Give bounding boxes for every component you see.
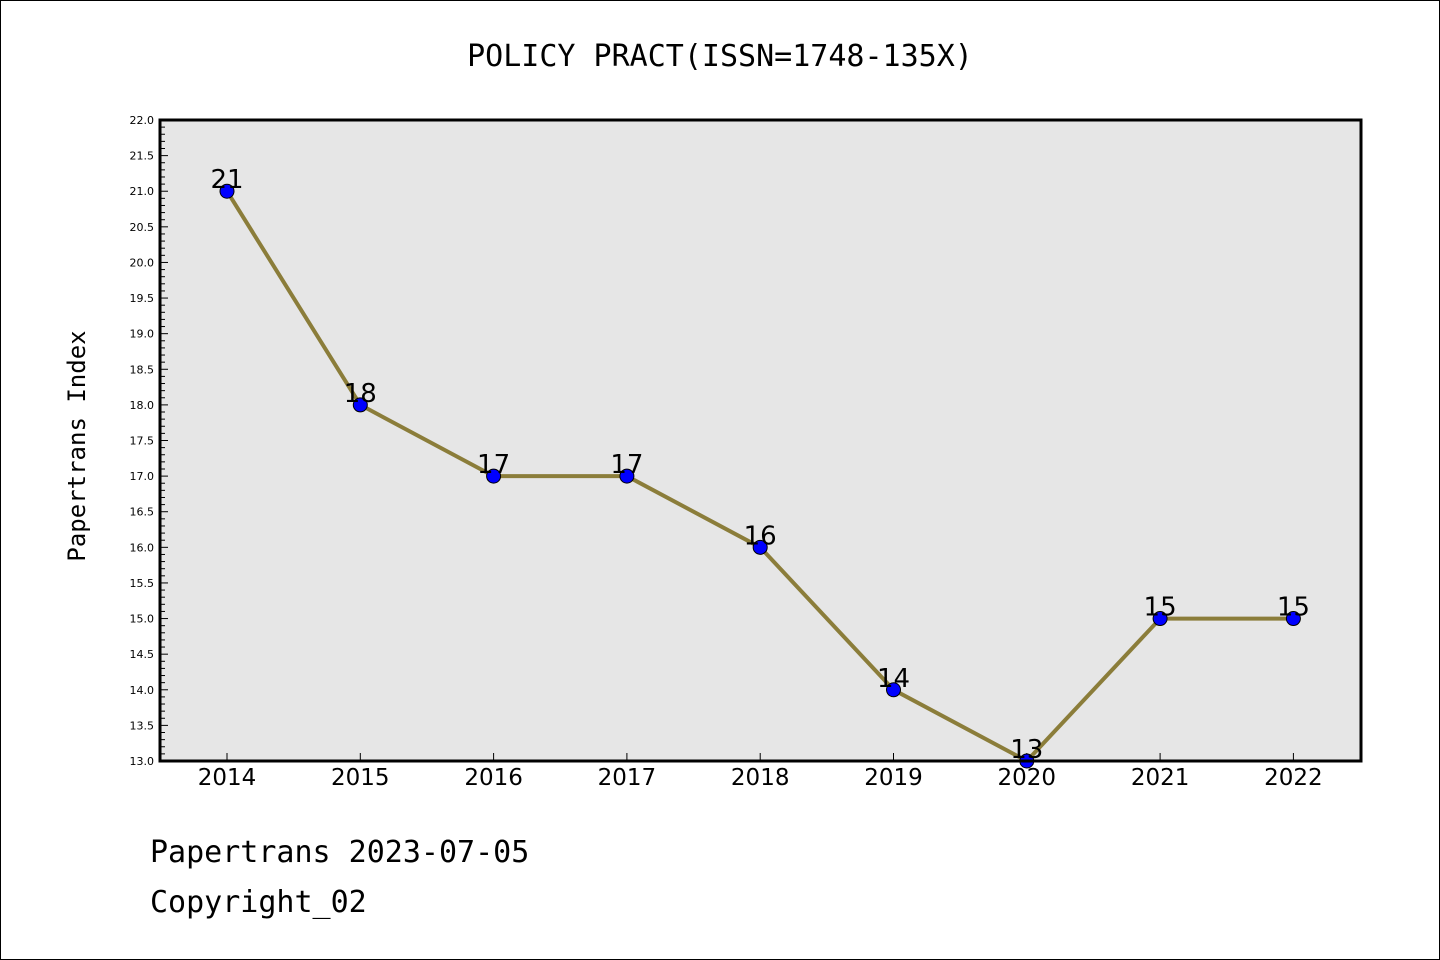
data-point — [752, 539, 768, 555]
plot-area — [160, 120, 1361, 761]
x-tick-label: 2017 — [598, 765, 657, 791]
data-point — [1152, 611, 1168, 627]
data-point — [352, 397, 368, 413]
x-tick-label: 2018 — [731, 765, 790, 791]
data-point — [486, 468, 502, 484]
y-tick-label: 15.5 — [130, 577, 155, 590]
x-tick-label: 2014 — [198, 765, 257, 791]
y-tick-label: 17.5 — [130, 435, 155, 448]
y-axis-label: Papertrans Index — [63, 330, 91, 561]
data-point — [886, 682, 901, 698]
y-tick-label: 20.5 — [130, 221, 155, 234]
x-axis: 2014 2015 2016 2017 2018 2019 2020 2021 2022 — [198, 753, 1323, 791]
x-tick-label: 2015 — [331, 765, 390, 791]
y-tick-label: 21.5 — [130, 150, 155, 163]
y-tick-label: 13.0 — [130, 755, 155, 768]
data-label: 16 — [744, 521, 777, 551]
y-axis: 13.0 13.5 14.0 14.5 15.0 15.5 16.0 16.5 17.0 17.5… — [130, 114, 168, 768]
y-tick-label: 19.0 — [130, 328, 155, 341]
footer-date: Papertrans 2023-07-05 — [150, 835, 530, 870]
y-tick-label: 19.5 — [130, 292, 155, 305]
data-label: 15 — [1277, 593, 1310, 623]
data-point — [219, 183, 235, 199]
y-tick-label: 21.0 — [130, 185, 155, 198]
x-tick-label: 2021 — [1131, 765, 1190, 791]
y-tick-label: 20.0 — [130, 256, 155, 269]
x-tick-label: 2020 — [998, 765, 1057, 791]
data-label: 18 — [344, 379, 377, 409]
plot-border — [158, 118, 1363, 763]
y-tick-label: 15.0 — [130, 613, 155, 626]
data-label: 21 — [210, 165, 243, 195]
data-point — [619, 468, 635, 484]
y-tick-label: 22.0 — [130, 114, 155, 127]
x-tick-label: 2016 — [464, 765, 523, 791]
x-tick-label: 2019 — [864, 765, 923, 791]
y-tick-label: 14.5 — [130, 648, 155, 661]
data-point — [1285, 611, 1301, 627]
y-tick-label: 13.5 — [130, 719, 155, 732]
y-tick-label: 16.5 — [130, 506, 155, 519]
y-tick-label: 18.0 — [130, 399, 155, 412]
y-tick-label: 14.0 — [130, 684, 155, 697]
data-label: 17 — [610, 450, 643, 480]
data-label: 17 — [477, 450, 510, 480]
y-tick-label: 16.0 — [130, 541, 155, 554]
y-tick-label: 18.5 — [130, 363, 155, 376]
data-label: 15 — [1144, 593, 1177, 623]
footer-copyright: Copyright_02 — [150, 885, 367, 920]
data-label: 14 — [877, 664, 910, 694]
y-tick-label: 17.0 — [130, 470, 155, 483]
x-tick-label: 2022 — [1264, 765, 1323, 791]
chart-title: POLICY PRACT(ISSN=1748-135X) — [467, 39, 973, 74]
